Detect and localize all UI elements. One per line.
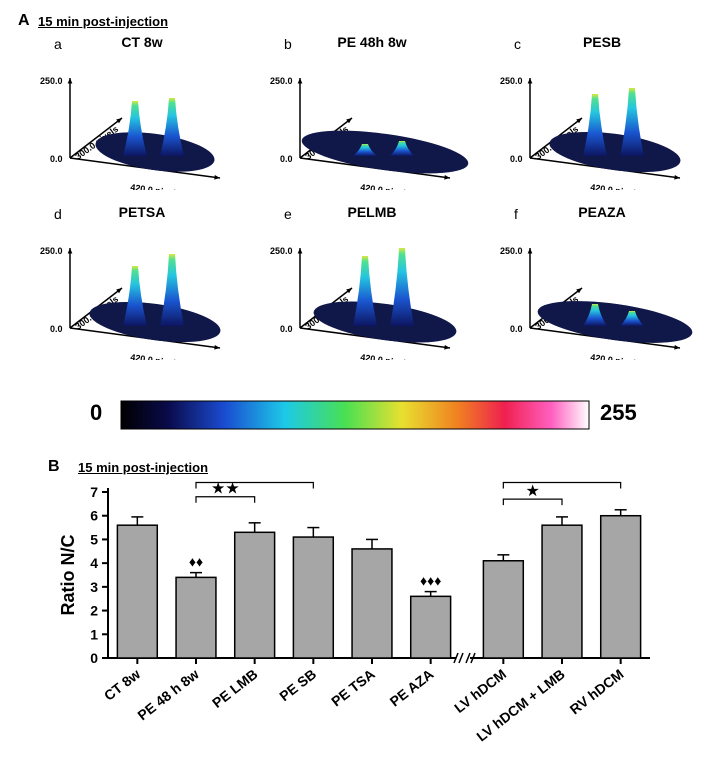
svg-text:6: 6 (90, 508, 98, 524)
svg-text:0.0: 0.0 (50, 324, 63, 334)
panel-b-title: 15 min post-injection (78, 460, 208, 475)
svg-text:0.0: 0.0 (510, 154, 523, 164)
bar-label: PE 48 h 8w (134, 666, 202, 724)
surface-plot-d: dPETSA250.00.0300.0 pixels420.0 pixels (32, 200, 252, 355)
bar (293, 537, 333, 658)
surface-plot-a: aCT 8w250.00.0300.0 pixels420.0 pixels (32, 30, 252, 185)
svg-text:★: ★ (247, 480, 261, 484)
bar-label: PE TSA (328, 666, 378, 710)
bar (235, 532, 275, 658)
svg-text:250.0: 250.0 (270, 76, 293, 86)
svg-text:7: 7 (90, 484, 98, 500)
svg-text:420.0 pixels: 420.0 pixels (130, 182, 181, 190)
svg-text:5: 5 (90, 531, 98, 547)
svg-text:0.0: 0.0 (280, 324, 293, 334)
surface-plot-b: bPE 48h 8w250.00.0300.0 pixels420.0 pixe… (262, 30, 482, 185)
svg-text:420.0 pixels: 420.0 pixels (360, 182, 411, 190)
surface-plot-e: ePELMB250.00.0300.0 pixels420.0 pixels (262, 200, 482, 355)
bar-chart: 0 1 2 3 4 5 6 7 Ratio N/C CT 8wPE 48 h 8w ♦♦ PE LMB… (60, 480, 660, 750)
bar (542, 525, 582, 658)
svg-text:Ratio N/C: Ratio N/C (60, 534, 78, 615)
bar (601, 516, 641, 658)
surface-plot-f: fPEAZA250.00.0300.0 pixels420.0 pixels (492, 200, 712, 355)
svg-text:1: 1 (90, 626, 98, 642)
bar-label: RV hDCM (567, 666, 627, 718)
bar-label: PE LMB (209, 666, 261, 711)
svg-text:0.0: 0.0 (50, 154, 63, 164)
svg-text:★★: ★★ (211, 481, 240, 498)
svg-text:420.0 pixels: 420.0 pixels (590, 352, 641, 360)
bar-label: CT 8w (101, 666, 143, 704)
svg-text:250.0: 250.0 (40, 76, 63, 86)
svg-text:♦♦: ♦♦ (189, 554, 203, 570)
svg-text:4: 4 (90, 555, 98, 571)
bar (176, 577, 216, 658)
svg-text:0: 0 (90, 650, 98, 666)
bar (411, 596, 451, 658)
bar (352, 549, 392, 658)
bar (117, 525, 157, 658)
svg-text:250.0: 250.0 (40, 246, 63, 256)
svg-text:420.0 pixels: 420.0 pixels (360, 352, 411, 360)
colorbar (120, 400, 590, 430)
panel-a-title: 15 min post-injection (38, 14, 168, 29)
colorbar-max: 255 (600, 400, 637, 426)
surface-plot-c: cPESB250.00.0300.0 pixels420.0 pixels (492, 30, 712, 185)
svg-text:420.0 pixels: 420.0 pixels (590, 182, 641, 190)
panel-a-letter: A (18, 12, 30, 30)
bar-label: PE SB (276, 666, 319, 704)
panel-b-letter: B (48, 458, 60, 476)
svg-text:0.0: 0.0 (280, 154, 293, 164)
svg-text:420.0 pixels: 420.0 pixels (130, 352, 181, 360)
svg-text:★★: ★★ (548, 480, 577, 484)
svg-text:♦♦♦: ♦♦♦ (420, 573, 441, 589)
svg-text:250.0: 250.0 (500, 76, 523, 86)
svg-text:250.0: 250.0 (500, 246, 523, 256)
svg-text:0.0: 0.0 (510, 324, 523, 334)
bar-label: LV hDCM (451, 666, 509, 716)
svg-text:250.0: 250.0 (270, 246, 293, 256)
svg-text:2: 2 (90, 603, 98, 619)
colorbar-min: 0 (90, 400, 102, 426)
svg-text:3: 3 (90, 579, 98, 595)
bar-label: PE AZA (387, 666, 437, 710)
bar (483, 561, 523, 658)
svg-text:★: ★ (525, 483, 539, 500)
